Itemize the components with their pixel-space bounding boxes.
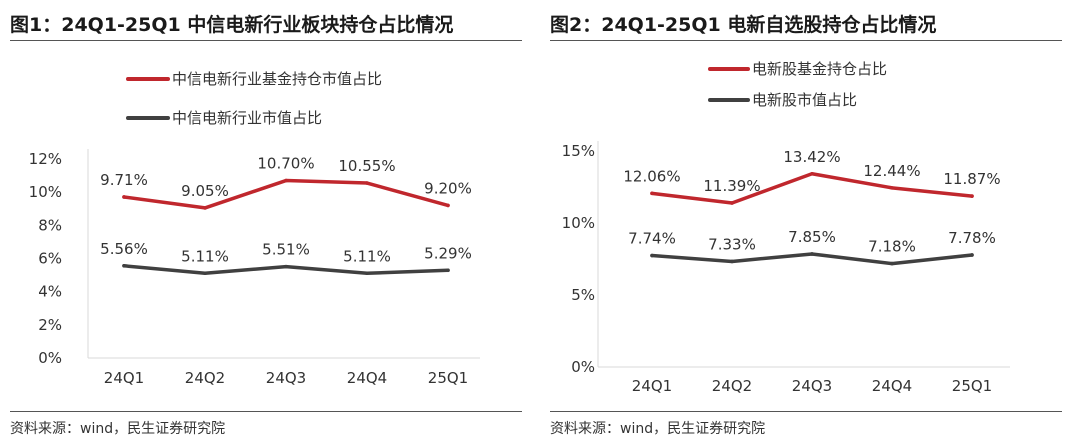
data-point bbox=[284, 264, 288, 269]
data-label: 11.39% bbox=[703, 177, 760, 195]
data-point bbox=[730, 201, 734, 205]
data-label: 7.85% bbox=[788, 228, 836, 246]
data-point bbox=[203, 206, 207, 210]
data-label: 5.11% bbox=[181, 247, 229, 265]
x-tick-label: 24Q4 bbox=[347, 369, 387, 387]
data-point bbox=[810, 252, 814, 256]
y-tick-label: 10% bbox=[562, 214, 595, 232]
y-tick-label: 6% bbox=[38, 250, 62, 268]
data-label: 10.55% bbox=[338, 157, 395, 175]
series-line-1 bbox=[122, 178, 450, 210]
series-line-1 bbox=[650, 172, 974, 205]
legend-label: 电新股市值占比 bbox=[752, 91, 857, 109]
data-point bbox=[890, 261, 894, 266]
y-tick-label: 15% bbox=[562, 142, 595, 160]
legend-label: 电新股基金持仓占比 bbox=[752, 60, 887, 78]
line-chart-2: 0% 5% 10% 15% 24Q1 24Q2 24Q3 24Q4 25Q1 电新股基金持仓占比电… bbox=[562, 60, 1010, 395]
data-label: 5.29% bbox=[424, 244, 472, 262]
data-point bbox=[365, 181, 369, 185]
data-label: 9.05% bbox=[181, 182, 229, 200]
data-point bbox=[122, 195, 126, 199]
line-chart-1: 0% 2% 4% 6% 8% 10% 12% 24Q1 24Q2 24Q3 24Q4 25Q1 中信电新… bbox=[29, 70, 480, 387]
chart-title: 图2：24Q1-25Q1 电新自选股持仓占比情况 bbox=[550, 14, 937, 36]
legend-label: 中信电新行业市值占比 bbox=[172, 109, 322, 127]
x-tick-label: 24Q4 bbox=[872, 377, 912, 395]
chart-panel-2: 图2：24Q1-25Q1 电新自选股持仓占比情况 0% 5% 10% 15% 24Q1 2… bbox=[550, 0, 1070, 448]
data-label: 12.06% bbox=[623, 167, 680, 185]
legend-label: 中信电新行业基金持仓市值占比 bbox=[172, 70, 382, 88]
x-tick-label: 24Q1 bbox=[104, 369, 144, 387]
source-rule bbox=[10, 411, 522, 412]
y-tick-label: 0% bbox=[571, 358, 595, 376]
y-tick-label: 2% bbox=[38, 316, 62, 334]
data-label: 7.78% bbox=[948, 229, 996, 247]
x-tick-label: 24Q3 bbox=[792, 377, 832, 395]
y-tick-label: 4% bbox=[38, 283, 62, 301]
y-tick-label: 0% bbox=[38, 349, 62, 367]
data-point bbox=[122, 263, 126, 268]
x-tick-label: 24Q3 bbox=[266, 369, 306, 387]
data-label: 9.71% bbox=[100, 171, 148, 189]
chart-title: 图1：24Q1-25Q1 中信电新行业板块持仓占比情况 bbox=[10, 14, 454, 36]
y-tick-label: 8% bbox=[38, 216, 62, 234]
data-label: 7.18% bbox=[868, 238, 916, 256]
data-point bbox=[284, 178, 288, 183]
data-label: 12.44% bbox=[863, 162, 920, 180]
x-tick-label: 24Q1 bbox=[632, 377, 672, 395]
data-point bbox=[970, 253, 974, 257]
source-rule bbox=[550, 411, 1062, 412]
data-point bbox=[970, 194, 974, 198]
data-point bbox=[650, 191, 654, 196]
data-label: 11.87% bbox=[943, 170, 1000, 188]
x-tick-label: 24Q2 bbox=[712, 377, 752, 395]
data-point bbox=[446, 268, 450, 273]
x-tick-label: 25Q1 bbox=[952, 377, 992, 395]
source-note: 资料来源：wind，民生证券研究院 bbox=[10, 421, 226, 437]
data-label: 5.51% bbox=[262, 241, 310, 259]
data-point bbox=[730, 259, 734, 264]
x-tick-label: 24Q2 bbox=[185, 369, 225, 387]
data-label: 9.20% bbox=[424, 179, 472, 197]
data-point bbox=[446, 203, 450, 208]
y-tick-label: 5% bbox=[571, 286, 595, 304]
data-label: 10.70% bbox=[257, 155, 314, 173]
data-label: 7.33% bbox=[708, 235, 756, 253]
data-point bbox=[365, 271, 369, 276]
title-rule bbox=[10, 40, 522, 41]
title-rule bbox=[550, 40, 1062, 41]
data-label: 5.56% bbox=[100, 240, 148, 258]
y-tick-label: 10% bbox=[29, 183, 62, 201]
data-point bbox=[650, 253, 654, 258]
data-label: 7.74% bbox=[628, 230, 676, 248]
chart-panel-1: 图1：24Q1-25Q1 中信电新行业板块持仓占比情况 0% 2% 4% 6% 8% 10… bbox=[10, 0, 530, 448]
data-label: 5.11% bbox=[343, 247, 391, 265]
x-tick-label: 25Q1 bbox=[428, 369, 468, 387]
data-point bbox=[890, 186, 894, 190]
data-label: 13.42% bbox=[783, 148, 840, 166]
data-point bbox=[203, 271, 207, 276]
y-tick-label: 12% bbox=[29, 150, 62, 168]
source-note: 资料来源：wind，民生证券研究院 bbox=[550, 421, 766, 437]
data-point bbox=[810, 171, 814, 176]
